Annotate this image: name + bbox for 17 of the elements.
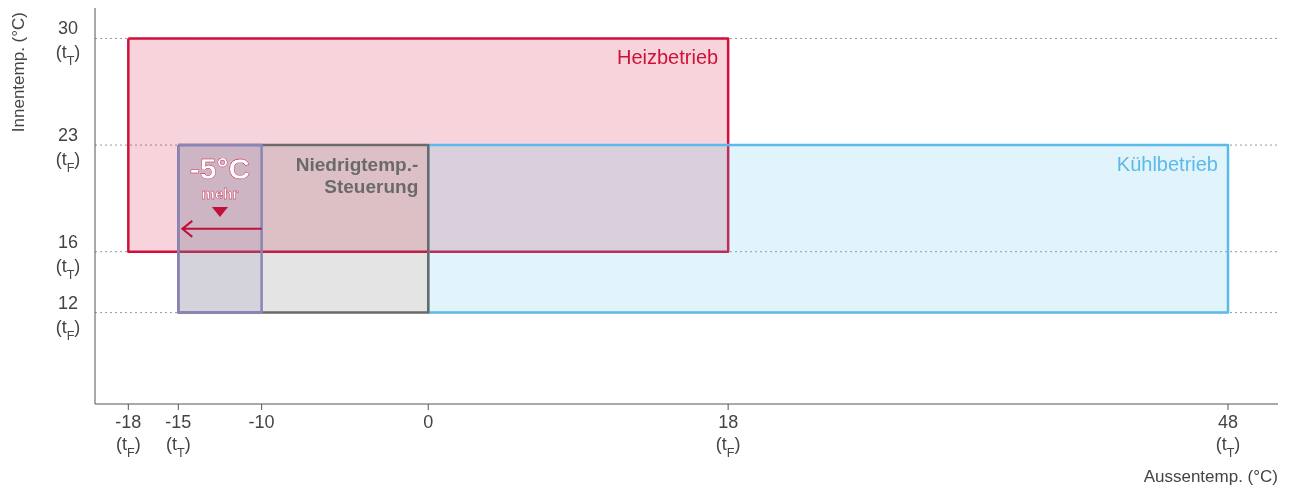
series-label: Kühlbetrieb xyxy=(1116,153,1219,176)
y-tick-label: 16 (t$_{T}$) xyxy=(55,231,81,282)
annotation: -5°C xyxy=(189,152,251,186)
x-tick-label: -15 (t$_{T}$) xyxy=(165,412,192,460)
series-label: Heizbetrieb xyxy=(616,46,719,69)
y-tick-label: 30 (t$_{T}$) xyxy=(55,18,81,69)
y-axis-title: Innentemp. (°C) xyxy=(9,12,28,133)
x-tick-label: -10 xyxy=(248,412,275,432)
x-tick-label: -18 (t$_{F}$) xyxy=(115,412,142,460)
y-tick-label: 12 (t$_{F}$) xyxy=(55,292,81,343)
x-tick-label: 0 xyxy=(423,412,434,432)
x-tick-label: 48 (t$_{T}$) xyxy=(1215,412,1241,460)
series-label: Niedrigtemp.-Steuerung xyxy=(295,154,419,198)
annotation: mehr xyxy=(201,185,239,203)
x-axis-title: Aussentemp. (°C) xyxy=(1143,467,1278,486)
x-tick-label: 18 (t$_{F}$) xyxy=(715,412,741,460)
y-tick-label: 23 (t$_{F}$) xyxy=(55,125,81,176)
